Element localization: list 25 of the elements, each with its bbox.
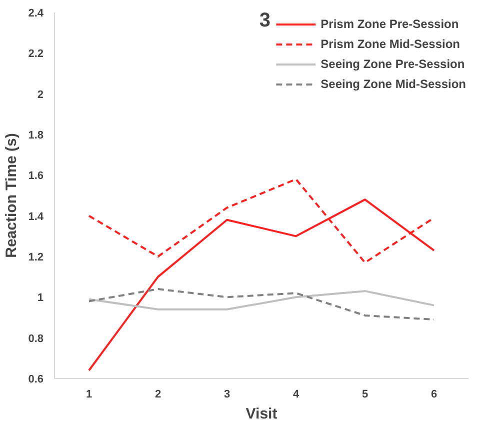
x-tick-label: 5 bbox=[362, 388, 368, 400]
legend-label: Seeing Zone Mid-Session bbox=[320, 77, 466, 91]
y-axis-title: Reaction Time (s) bbox=[3, 133, 20, 258]
legend-label: Prism Zone Mid-Session bbox=[320, 37, 460, 51]
x-tick-label: 2 bbox=[154, 388, 162, 400]
y-tick-label: 2.4 bbox=[28, 8, 44, 20]
y-tick-label: 1.8 bbox=[28, 130, 44, 142]
y-tick-label: 0.6 bbox=[28, 374, 44, 386]
x-tick-label: 1 bbox=[86, 388, 92, 400]
y-tick-label: 1.4 bbox=[28, 210, 44, 223]
y-tick-label: 2.2 bbox=[28, 48, 44, 60]
y-tick-label: 0.8 bbox=[28, 332, 44, 345]
x-tick-label: 6 bbox=[430, 388, 438, 400]
y-tick-label: 1.6 bbox=[28, 170, 44, 182]
x-tick-label: 4 bbox=[292, 388, 300, 400]
x-axis-title: Visit bbox=[246, 406, 278, 422]
legend-label: Prism Zone Pre-Session bbox=[320, 17, 459, 31]
y-tick-label: 1.2 bbox=[28, 252, 44, 264]
y-tick-label: 2 bbox=[37, 88, 44, 101]
legend-label: Seeing Zone Pre-Session bbox=[320, 57, 465, 71]
x-tick-label: 3 bbox=[224, 388, 230, 400]
line-series bbox=[88, 288, 435, 321]
y-tick-label: 1 bbox=[37, 292, 44, 304]
line-series bbox=[88, 290, 435, 310]
annotation: 3 bbox=[259, 10, 271, 32]
